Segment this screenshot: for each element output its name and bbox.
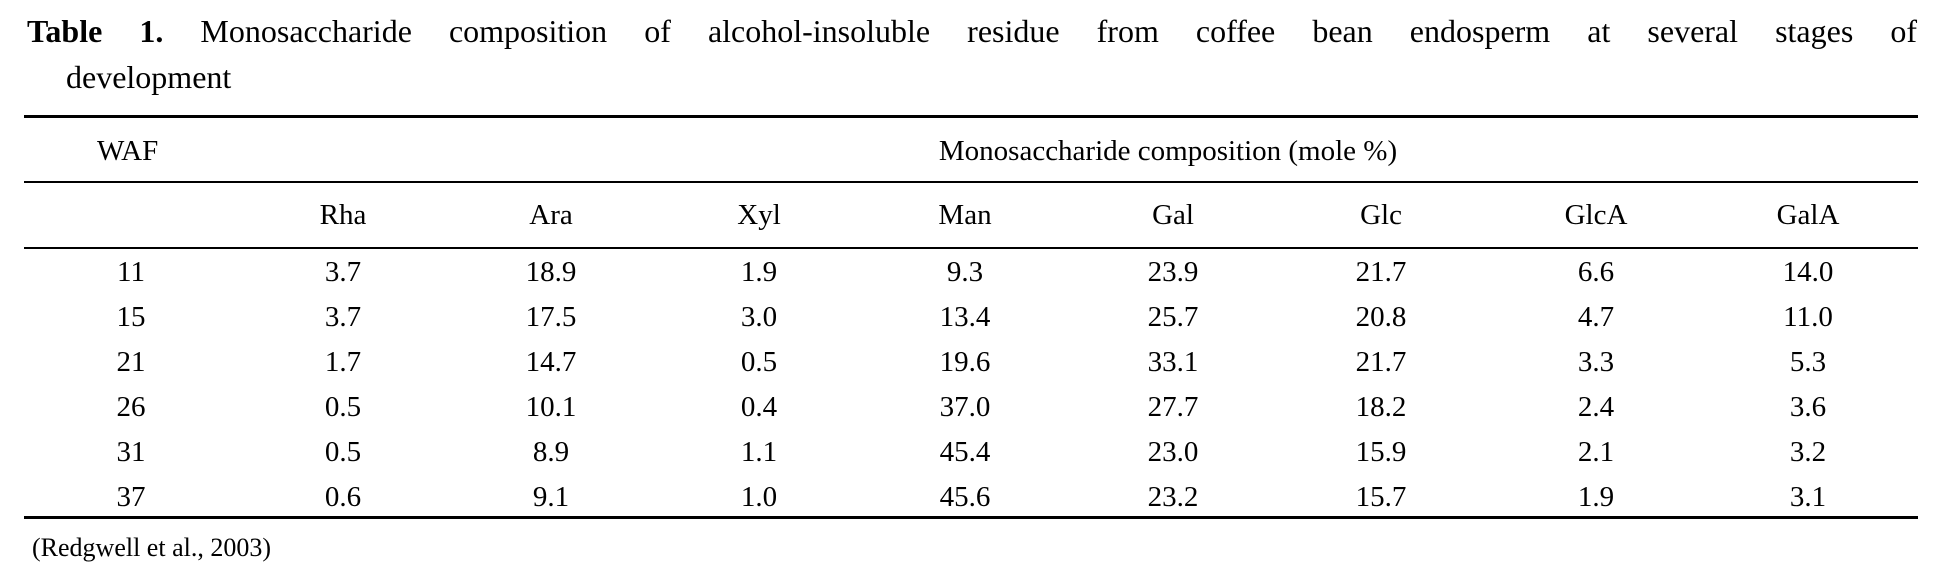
table-cell-man: 45.6 xyxy=(939,481,991,513)
table-cell-gal: 27.7 xyxy=(1147,391,1199,423)
row-header-waf: WAF xyxy=(97,135,159,167)
table-cell-glca: 6.6 xyxy=(1577,256,1615,288)
column-header-man: Man xyxy=(938,199,992,231)
table-cell-rha: 1.7 xyxy=(324,346,362,378)
table-cell-man: 13.4 xyxy=(939,301,991,333)
table-cell-rha: 0.5 xyxy=(324,391,362,423)
table-cell-gal: 23.0 xyxy=(1147,436,1199,468)
table-cell-gala: 3.2 xyxy=(1789,436,1827,468)
table-caption-continued: development xyxy=(66,59,232,95)
table-cell-man: 19.6 xyxy=(939,346,991,378)
table-cell-waf: 21 xyxy=(116,346,146,378)
column-header-glc: Glc xyxy=(1360,199,1402,231)
table-header-rule xyxy=(24,181,1918,183)
table-cell-waf: 11 xyxy=(117,256,145,288)
table-bottom-rule xyxy=(24,516,1918,519)
table-cell-xyl: 1.1 xyxy=(740,436,778,468)
table-cell-ara: 8.9 xyxy=(532,436,570,468)
column-header-rha: Rha xyxy=(319,199,367,231)
table-cell-gala: 14.0 xyxy=(1782,256,1834,288)
table-cell-rha: 3.7 xyxy=(324,301,362,333)
table-cell-glc: 15.9 xyxy=(1355,436,1407,468)
table-cell-gal: 33.1 xyxy=(1147,346,1199,378)
table-cell-ara: 18.9 xyxy=(525,256,577,288)
column-header-gal: Gal xyxy=(1152,199,1194,231)
table-cell-gala: 3.6 xyxy=(1789,391,1827,423)
table-cell-waf: 26 xyxy=(116,391,146,423)
table-cell-xyl: 0.4 xyxy=(740,391,778,423)
table-cell-glca: 4.7 xyxy=(1577,301,1615,333)
table-cell-gal: 25.7 xyxy=(1147,301,1199,333)
column-header-ara: Ara xyxy=(529,199,573,231)
table-cell-ara: 9.1 xyxy=(532,481,570,513)
table-caption: Table 1. Monosaccharide composition of a… xyxy=(27,8,1917,54)
group-header: Monosaccharide composition (mole %) xyxy=(938,135,1398,167)
table-cell-glca: 3.3 xyxy=(1577,346,1615,378)
table-caption-text: Monosaccharide composition of alcohol-in… xyxy=(200,13,1918,49)
table-cell-gala: 3.1 xyxy=(1789,481,1827,513)
table-cell-glca: 2.4 xyxy=(1577,391,1615,423)
column-header-gala: GalA xyxy=(1776,199,1840,231)
table-subheader-rule xyxy=(24,247,1918,249)
table-cell-xyl: 3.0 xyxy=(740,301,778,333)
table-cell-gala: 11.0 xyxy=(1783,301,1833,333)
column-header-xyl: Xyl xyxy=(737,199,781,231)
table-cell-glc: 18.2 xyxy=(1355,391,1407,423)
table-source-citation: (Redgwell et al., 2003) xyxy=(32,533,271,562)
table-top-rule xyxy=(24,115,1918,118)
table-cell-waf: 31 xyxy=(116,436,146,468)
table-cell-ara: 10.1 xyxy=(525,391,577,423)
column-header-glca: GlcA xyxy=(1564,199,1628,231)
table-cell-glc: 21.7 xyxy=(1355,256,1407,288)
table-cell-xyl: 0.5 xyxy=(740,346,778,378)
table-cell-waf: 15 xyxy=(116,301,146,333)
table-cell-glc: 20.8 xyxy=(1355,301,1407,333)
table-cell-glca: 1.9 xyxy=(1577,481,1615,513)
table-cell-xyl: 1.9 xyxy=(740,256,778,288)
table-cell-glca: 2.1 xyxy=(1577,436,1615,468)
table-cell-gal: 23.2 xyxy=(1147,481,1199,513)
table-cell-gal: 23.9 xyxy=(1147,256,1199,288)
table-cell-glc: 15.7 xyxy=(1355,481,1407,513)
table-cell-xyl: 1.0 xyxy=(740,481,778,513)
table-cell-rha: 0.5 xyxy=(324,436,362,468)
table-cell-ara: 14.7 xyxy=(525,346,577,378)
table-cell-ara: 17.5 xyxy=(525,301,577,333)
table-cell-waf: 37 xyxy=(116,481,146,513)
table-cell-man: 37.0 xyxy=(939,391,991,423)
table-cell-man: 9.3 xyxy=(946,256,984,288)
table-cell-rha: 0.6 xyxy=(324,481,362,513)
table-cell-glc: 21.7 xyxy=(1355,346,1407,378)
table-label: Table 1. xyxy=(27,13,164,49)
table-cell-man: 45.4 xyxy=(939,436,991,468)
table-cell-rha: 3.7 xyxy=(324,256,362,288)
table-cell-gala: 5.3 xyxy=(1789,346,1827,378)
